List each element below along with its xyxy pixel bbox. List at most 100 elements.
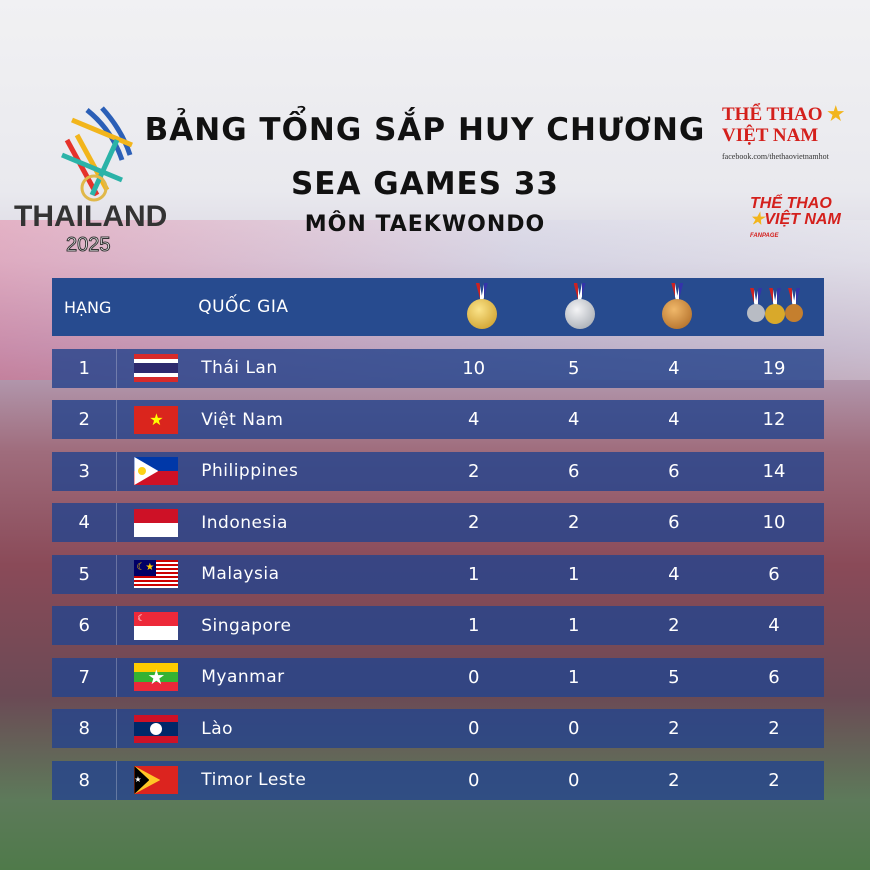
thailand-logo-year: 2025 bbox=[66, 234, 111, 257]
sea-games-logo bbox=[61, 106, 133, 202]
gold-count: 10 bbox=[462, 357, 486, 379]
silver-count: 5 bbox=[568, 357, 580, 379]
total-count: 6 bbox=[768, 563, 780, 585]
total-count: 14 bbox=[762, 460, 786, 482]
bronze-count: 2 bbox=[668, 769, 680, 791]
fanpage-logo: THỂ THAO ★VIỆT NAM FANPAGE bbox=[750, 195, 841, 240]
bronze-medal-icon bbox=[628, 283, 726, 331]
silver-count: 2 bbox=[568, 512, 580, 533]
title-line2: SEA GAMES 33 bbox=[290, 166, 559, 202]
flag-timor-leste-icon: ★ bbox=[134, 766, 179, 794]
rank: 8 bbox=[52, 760, 118, 800]
table-row: 7 ★ Myanmar 0 1 5 6 bbox=[52, 657, 824, 697]
silver-medal-icon bbox=[531, 283, 629, 331]
header-country: QUỐC GIA bbox=[198, 297, 289, 317]
logo-url: facebook.com/thethaovietnamhot bbox=[722, 152, 829, 161]
flag-philippines-icon bbox=[134, 457, 179, 485]
table-row: 8 Lào 0 0 2 2 bbox=[52, 709, 824, 748]
total-medals-icon bbox=[726, 288, 824, 326]
flag-cell bbox=[127, 457, 185, 485]
rank: 6 bbox=[52, 606, 118, 645]
flag-indonesia-icon bbox=[134, 508, 179, 537]
logo2-line1: THỂ THAO bbox=[750, 195, 832, 212]
country-name: Philippines bbox=[201, 461, 299, 481]
medal-table: HẠNG QUỐC GIA 1 Thái Lan 10 5 4 19 2 ★ Vi… bbox=[52, 278, 824, 800]
silver-count: 6 bbox=[568, 460, 580, 482]
flag-cell: ★ bbox=[127, 663, 185, 691]
table-row: 3 Philippines 2 6 6 14 bbox=[52, 451, 824, 491]
rank: 3 bbox=[52, 451, 118, 491]
rank: 1 bbox=[52, 348, 118, 388]
silver-count: 1 bbox=[568, 615, 580, 636]
silver-count: 1 bbox=[568, 666, 580, 688]
total-count: 4 bbox=[768, 615, 780, 636]
rank: 2 bbox=[52, 400, 118, 439]
logo2-line2: VIỆT NAM bbox=[764, 211, 841, 228]
gold-count: 2 bbox=[467, 512, 480, 533]
table-row: 2 ★ Việt Nam 4 4 4 12 bbox=[52, 400, 824, 439]
bronze-count: 4 bbox=[668, 563, 680, 585]
flag-cell: ★ bbox=[127, 766, 185, 794]
rank: 8 bbox=[52, 709, 118, 748]
the-thao-viet-nam-logo: THỂ THAO ★ VIỆT NAM facebook.com/thethao… bbox=[722, 104, 852, 167]
flag-cell: ☾ bbox=[127, 611, 185, 640]
gold-count: 4 bbox=[467, 409, 480, 430]
flag-thailand-icon bbox=[134, 354, 179, 382]
table-row: 6 ☾ Singapore 1 1 2 4 bbox=[52, 606, 824, 645]
rank: 4 bbox=[52, 503, 118, 542]
silver-count: 1 bbox=[568, 563, 580, 585]
bronze-count: 4 bbox=[668, 357, 680, 379]
country-name: Việt Nam bbox=[201, 409, 284, 430]
total-count: 2 bbox=[768, 769, 780, 791]
silver-count: 4 bbox=[568, 409, 580, 430]
gold-count: 2 bbox=[467, 460, 480, 482]
flag-vietnam-icon: ★ bbox=[134, 405, 179, 434]
country-name: Lào bbox=[201, 718, 234, 739]
country-name: Indonesia bbox=[201, 512, 288, 533]
rank: 5 bbox=[52, 554, 118, 594]
bronze-count: 6 bbox=[668, 512, 680, 533]
total-count: 19 bbox=[762, 357, 786, 379]
gold-count: 1 bbox=[467, 563, 480, 585]
gold-count: 1 bbox=[467, 615, 480, 636]
table-row: 8 ★ Timor Leste 0 0 2 2 bbox=[52, 760, 824, 800]
logo-line1: THỂ THAO bbox=[722, 104, 823, 125]
thailand-logo-text: THAILAND bbox=[14, 200, 168, 233]
flag-cell: ★ bbox=[127, 405, 185, 434]
total-count: 12 bbox=[762, 409, 786, 430]
flag-laos-icon bbox=[134, 714, 179, 743]
table-header: HẠNG QUỐC GIA bbox=[52, 278, 824, 336]
flag-cell bbox=[127, 714, 185, 743]
country-name: Myanmar bbox=[201, 667, 285, 687]
silver-count: 0 bbox=[568, 769, 580, 791]
title-line1: BẢNG TỔNG SẮP HUY CHƯƠNG bbox=[144, 112, 706, 148]
gold-count: 0 bbox=[467, 718, 480, 739]
gold-count: 0 bbox=[467, 666, 480, 688]
country-name: Thái Lan bbox=[201, 358, 278, 378]
country-name: Malaysia bbox=[201, 564, 280, 584]
flag-cell bbox=[127, 508, 185, 537]
table-row: 4 Indonesia 2 2 6 10 bbox=[52, 503, 824, 542]
flag-singapore-icon: ☾ bbox=[134, 611, 179, 640]
bronze-count: 6 bbox=[668, 460, 680, 482]
total-count: 6 bbox=[768, 666, 780, 688]
flag-malaysia-icon: ☾★ bbox=[134, 560, 179, 588]
rank: 7 bbox=[52, 657, 118, 697]
bronze-count: 5 bbox=[668, 666, 680, 688]
logo2-tag: FANPAGE bbox=[750, 233, 779, 239]
flag-cell: ☾★ bbox=[127, 560, 185, 588]
bronze-count: 2 bbox=[668, 615, 680, 636]
table-row: 5 ☾★ Malaysia 1 1 4 6 bbox=[52, 554, 824, 594]
bronze-count: 4 bbox=[668, 409, 680, 430]
table-row: 1 Thái Lan 10 5 4 19 bbox=[52, 348, 824, 388]
title-line3: MÔN TAEKWONDO bbox=[304, 212, 546, 237]
country-name: Singapore bbox=[201, 615, 292, 636]
silver-count: 0 bbox=[568, 718, 580, 739]
header-rank: HẠNG bbox=[64, 297, 112, 317]
bronze-count: 2 bbox=[668, 718, 680, 739]
gold-count: 0 bbox=[467, 769, 480, 791]
total-count: 2 bbox=[768, 718, 780, 739]
country-name: Timor Leste bbox=[201, 770, 307, 790]
flag-myanmar-icon: ★ bbox=[134, 663, 179, 691]
logo-line2: VIỆT NAM bbox=[722, 125, 819, 146]
